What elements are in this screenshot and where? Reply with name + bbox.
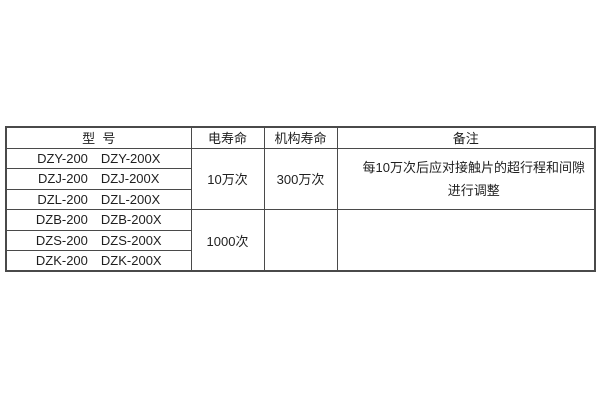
- model-cell: DZY-200 DZY-200X: [5, 147, 192, 169]
- spec-table: 型 号 电寿命 机构寿命 备注 DZY-200 DZY-200X 10万次 30…: [5, 126, 596, 272]
- remarks-cell-group1: 每10万次后应对接触片的超行程和间隙 进行调整: [336, 147, 596, 210]
- model-name: DZK-200: [35, 253, 88, 268]
- header-cell-model: 型 号: [5, 126, 192, 149]
- header-cell-electrical-life: 电寿命: [190, 126, 265, 149]
- model-name-variant: DZY-200X: [100, 150, 161, 166]
- model-name: DZB-200: [35, 212, 88, 228]
- remarks-line-1: 每10万次后应对接触片的超行程和间隙: [362, 159, 585, 175]
- model-name-variant: DZB-200X: [100, 212, 162, 228]
- header-cell-mechanical-life: 机构寿命: [263, 126, 338, 149]
- table-row-dzy: DZY-200 DZY-200X 10万次 300万次 每10万次后应对接触片的…: [5, 147, 596, 210]
- electrical-life-cell-group2: 1000次: [190, 209, 265, 272]
- model-cell: DZK-200 DZK-200X: [5, 250, 192, 272]
- model-name: DZJ-200: [38, 171, 88, 187]
- model-name: DZY-200: [37, 150, 88, 166]
- remarks-line-2: 进行调整: [447, 182, 500, 198]
- table-row-dzs: DZS-200 DZS-200X: [5, 229, 595, 251]
- model-name: DZL-200: [37, 191, 88, 207]
- model-name-variant: DZJ-200X: [100, 171, 160, 187]
- header-cell-remarks: 备注: [336, 126, 596, 149]
- table-row-dzk: DZK-200 DZK-200X: [5, 250, 595, 272]
- table-row-dzj: DZJ-200 DZJ-200X: [5, 168, 595, 190]
- mechanical-life-cell-group1: 300万次: [263, 147, 338, 210]
- header-row: 型 号 电寿命 机构寿命 备注: [5, 126, 596, 149]
- model-name: DZS-200: [35, 232, 88, 248]
- model-name-variant: DZL-200X: [100, 191, 161, 207]
- electrical-life-cell-group1: 10万次: [190, 147, 265, 210]
- model-name-variant: DZS-200X: [100, 232, 162, 248]
- model-name-variant: DZK-200X: [100, 253, 162, 268]
- mechanical-life-cell-group2: [263, 209, 338, 272]
- model-cell: DZJ-200 DZJ-200X: [5, 168, 192, 190]
- model-cell: DZS-200 DZS-200X: [5, 229, 192, 251]
- model-cell: DZB-200 DZB-200X: [5, 209, 192, 231]
- table-row-dzb: DZB-200 DZB-200X 1000次: [5, 209, 596, 272]
- table-row-dzl: DZL-200 DZL-200X: [5, 188, 595, 210]
- remarks-cell-group2: [336, 209, 596, 272]
- model-cell: DZL-200 DZL-200X: [5, 188, 192, 210]
